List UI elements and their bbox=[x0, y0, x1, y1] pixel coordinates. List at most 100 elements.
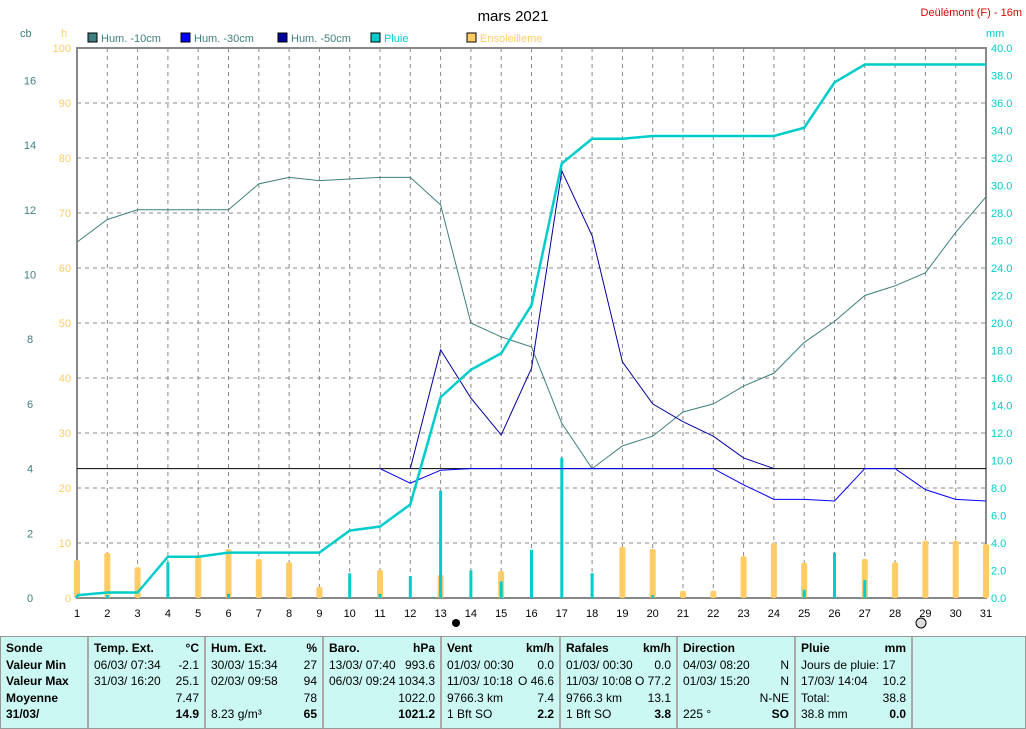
mm-tick-label: 16.0 bbox=[991, 373, 1012, 385]
x-tick-label: 13 bbox=[434, 608, 446, 620]
cell-label: 04/03/ 08:20 bbox=[683, 657, 750, 672]
sunshine-bar bbox=[710, 590, 717, 598]
cell-label: 31/03/ 16:20 bbox=[94, 674, 161, 688]
cell-label: Moyenne bbox=[6, 690, 59, 705]
x-tick-label: 1 bbox=[74, 608, 80, 620]
cell-label: Hum. Ext. bbox=[211, 641, 267, 655]
table-row: 8.23 g/m³ 65 bbox=[211, 707, 317, 724]
table-header: Pluie mm bbox=[801, 641, 906, 658]
x-tick-label: 28 bbox=[889, 608, 901, 620]
table-row: 1 Bft SO 2.2 bbox=[447, 707, 554, 724]
cell-label: 01/03/ 15:20 bbox=[683, 674, 750, 688]
mm-tick-label: 8.0 bbox=[991, 483, 1006, 495]
table-column: Sonde Valeur Min Valeur Max Moyenne 31/03/ bbox=[1, 637, 89, 728]
table-row: N-NE bbox=[683, 691, 789, 708]
legend-label: Hum. -10cm bbox=[101, 33, 161, 45]
daily-rain-bar bbox=[378, 593, 382, 598]
cell-value: 3.8 bbox=[654, 707, 671, 721]
cb-tick-label: 0 bbox=[27, 593, 33, 605]
legend-swatch bbox=[87, 32, 98, 43]
h-tick-label: 0 bbox=[65, 593, 71, 605]
mm-tick-label: 4.0 bbox=[991, 538, 1006, 550]
sunshine-bar bbox=[680, 590, 686, 598]
cell-value: 65 bbox=[303, 707, 317, 721]
h-tick-label: 60 bbox=[59, 263, 71, 275]
station-label: Deülémont (F) - 16m bbox=[921, 7, 1022, 19]
h-axis-label: h bbox=[61, 28, 67, 40]
cb-tick-label: 2 bbox=[27, 528, 33, 540]
cell-label: 02/03/ 09:58 bbox=[211, 674, 278, 688]
mm-tick-label: 22.0 bbox=[991, 291, 1012, 303]
sunshine-bar bbox=[195, 556, 202, 598]
sunshine-bar bbox=[225, 549, 232, 598]
table-row: 9766.3 km 7.4 bbox=[447, 691, 554, 708]
table-row: 11/03/ 10:18 O 46.6 bbox=[447, 674, 554, 691]
table-row: 1021.2 bbox=[329, 707, 435, 724]
x-tick-label: 16 bbox=[525, 608, 537, 620]
mm-tick-label: 26.0 bbox=[991, 236, 1012, 248]
legend-swatch bbox=[277, 32, 288, 43]
table-row: 38.8 mm 0.0 bbox=[801, 707, 906, 724]
cell-value: SO bbox=[771, 707, 789, 721]
cell-value: 78 bbox=[303, 690, 317, 705]
sunshine-bar bbox=[952, 540, 959, 598]
cell-label: 13/03/ 07:40 bbox=[329, 657, 396, 672]
sunshine-bar bbox=[74, 560, 80, 598]
cell-label: 1 Bft SO bbox=[566, 707, 612, 721]
daily-rain-bar bbox=[863, 580, 867, 598]
mm-tick-label: 30.0 bbox=[991, 181, 1012, 193]
x-tick-label: 9 bbox=[316, 608, 322, 620]
hum-30cm-line bbox=[379, 468, 987, 502]
x-tick-label: 6 bbox=[225, 608, 231, 620]
table-header: Sonde bbox=[6, 641, 82, 658]
cell-value: 27 bbox=[303, 657, 317, 672]
cell-label: Baro. bbox=[329, 641, 360, 655]
cell-value: % bbox=[306, 641, 317, 655]
x-tick-label: 11 bbox=[374, 608, 385, 620]
sunshine-bar bbox=[922, 540, 929, 598]
cell-value: 38.8 bbox=[882, 690, 906, 705]
h-tick-label: 50 bbox=[59, 318, 71, 330]
cell-label: Pluie bbox=[801, 641, 830, 655]
cell-label: 06/03/ 07:34 bbox=[94, 657, 161, 672]
x-tick-label: 29 bbox=[919, 608, 931, 620]
mm-tick-label: 38.0 bbox=[991, 71, 1012, 83]
cell-value: 0.0 bbox=[654, 657, 671, 672]
table-row: 9766.3 km 13.1 bbox=[566, 691, 671, 708]
mm-tick-label: 36.0 bbox=[991, 98, 1012, 110]
table-row: 31/03/ bbox=[6, 707, 82, 724]
sunshine-bar bbox=[255, 558, 262, 598]
cell-label: 31/03/ bbox=[6, 707, 40, 721]
mm-tick-label: 20.0 bbox=[991, 318, 1012, 330]
table-header: Direction bbox=[683, 641, 789, 658]
cell-value: N-NE bbox=[759, 690, 789, 705]
h-tick-label: 70 bbox=[59, 208, 71, 220]
new-moon-icon bbox=[452, 619, 460, 627]
h-tick-label: 40 bbox=[59, 373, 71, 385]
daily-rain-bar bbox=[105, 595, 109, 598]
x-tick-label: 24 bbox=[768, 608, 780, 620]
cell-value: O 46.6 bbox=[517, 674, 554, 688]
x-tick-label: 17 bbox=[556, 608, 568, 620]
sunshine-bar bbox=[770, 543, 777, 598]
table-header: Hum. Ext.% bbox=[211, 641, 317, 658]
legend-label: Pluie bbox=[384, 33, 408, 45]
daily-rain-bar bbox=[227, 593, 230, 598]
x-tick-label: 27 bbox=[859, 608, 871, 620]
mm-tick-label: 24.0 bbox=[991, 263, 1012, 275]
table-row: Total: 38.8 bbox=[801, 691, 906, 708]
cell-value: 10.2 bbox=[882, 674, 906, 688]
table-column: Direction 04/03/ 08:20 N 01/03/ 15:20 N N-NE 2… bbox=[678, 637, 796, 728]
cell-label: 01/03/ 00:30 bbox=[566, 657, 633, 672]
mm-tick-label: 14.0 bbox=[991, 401, 1012, 413]
sunshine-bar bbox=[377, 569, 383, 598]
x-tick-label: 7 bbox=[256, 608, 262, 620]
daily-rain-bar bbox=[408, 576, 412, 598]
cell-label: Jours de pluie: 17 bbox=[801, 657, 896, 672]
daily-rain-bar bbox=[348, 573, 352, 598]
x-tick-label: 4 bbox=[165, 608, 171, 620]
daily-rain-bar bbox=[469, 570, 473, 598]
table-row: 11/03/ 10:08 O 77.2 bbox=[566, 674, 671, 691]
table-header: Baro. hPa bbox=[329, 641, 435, 658]
